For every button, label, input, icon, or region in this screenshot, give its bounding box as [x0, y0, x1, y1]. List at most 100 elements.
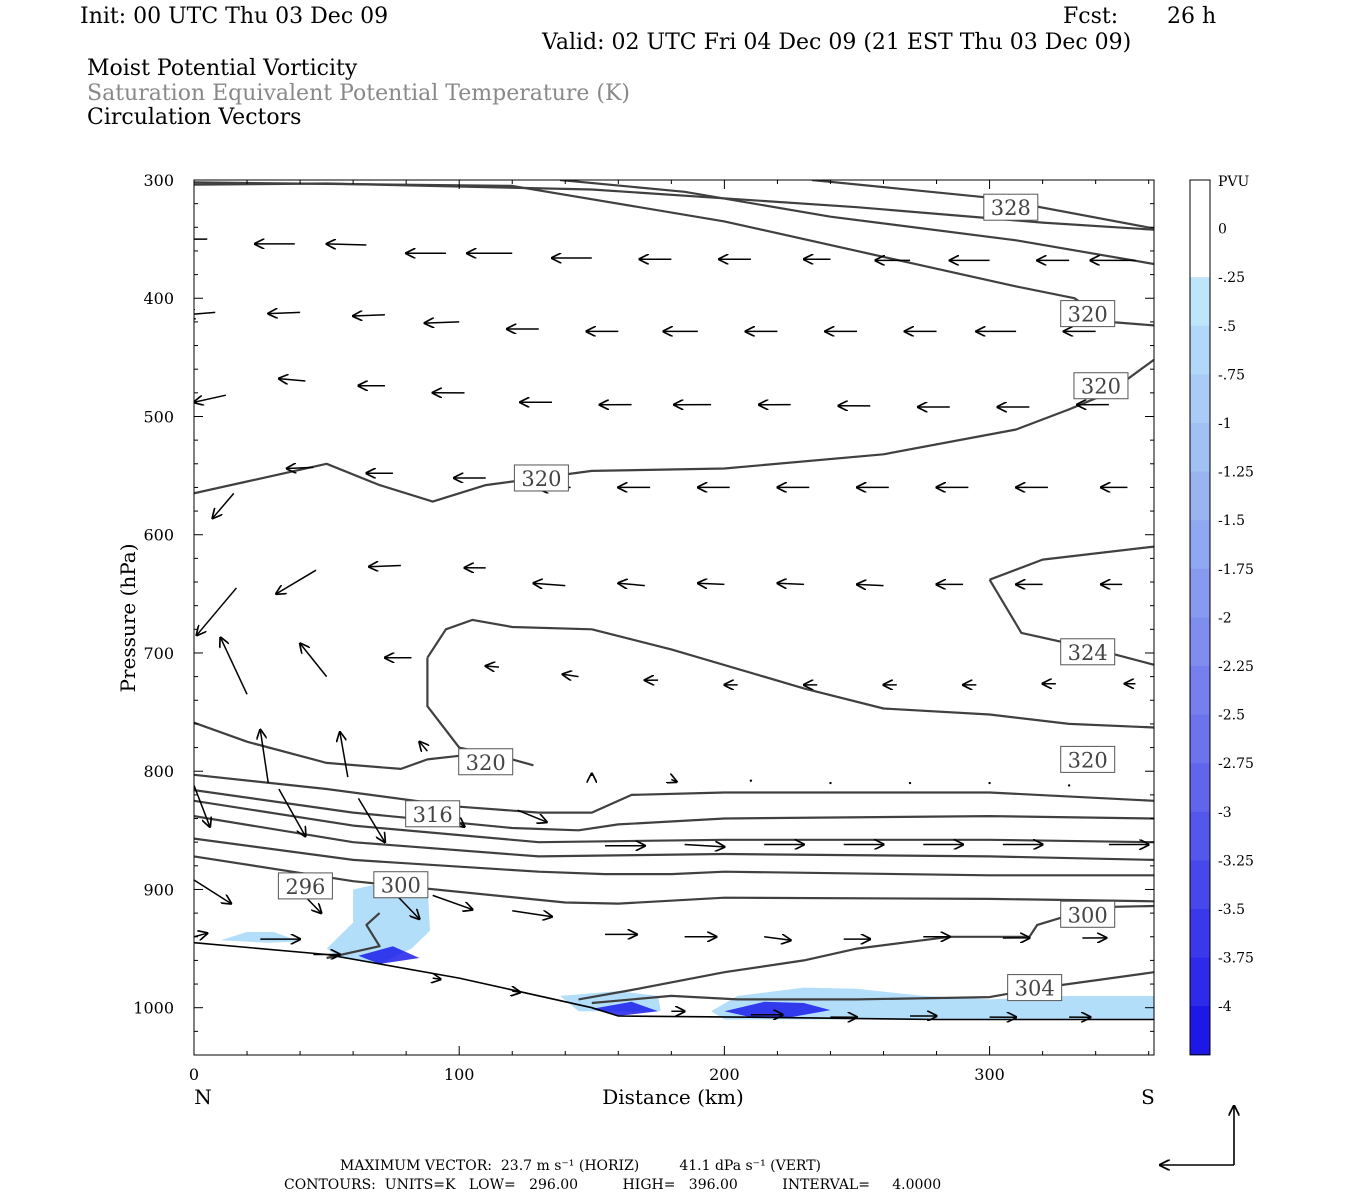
colorbar-swatch — [1190, 714, 1210, 764]
svg-text:320: 320 — [521, 467, 561, 491]
colorbar-label: -3.5 — [1218, 902, 1245, 918]
circulation-vector — [369, 565, 401, 566]
circulation-vector — [276, 569, 317, 594]
reference-vector-icon — [1160, 1106, 1234, 1165]
x-tick-label: 200 — [709, 1065, 740, 1084]
colorbar-swatch — [1190, 277, 1210, 327]
contour-label: 320 — [1060, 300, 1116, 328]
colorbar-swatch — [1190, 666, 1210, 716]
theta-es-contour — [988, 579, 1154, 666]
plot-frame — [193, 179, 1155, 1056]
circulation-vector — [194, 394, 226, 402]
colorbar-swatch — [1190, 1006, 1210, 1056]
circulation-vector — [194, 785, 210, 826]
colorbar-swatch — [1190, 520, 1210, 570]
theta-es-contour — [194, 837, 1154, 877]
circulation-vector — [512, 991, 520, 992]
colorbar-swatch — [1190, 617, 1210, 667]
circulation-vector — [278, 788, 306, 836]
y-tick-label: 600 — [143, 526, 174, 545]
colorbar-swatch — [1190, 180, 1210, 230]
theta-es-contour — [194, 815, 1154, 861]
theta-es-contour — [426, 657, 534, 767]
circulation-vector — [829, 781, 832, 785]
colorbar-swatch — [1190, 763, 1210, 813]
x-tick-label: 100 — [444, 1065, 475, 1084]
colorbar-title: PVU — [1218, 174, 1250, 190]
svg-text:320: 320 — [466, 751, 506, 775]
theta-es-contour — [426, 618, 1154, 729]
colorbar-swatch — [1190, 957, 1210, 1007]
colorbar-swatch — [1190, 423, 1210, 473]
svg-text:320: 320 — [1068, 748, 1108, 772]
mpv-shaded-region — [326, 877, 430, 964]
theta-es-contour — [194, 721, 460, 771]
colorbar-swatch — [1190, 860, 1210, 910]
theta-es-contour — [194, 358, 1154, 503]
colorbar-label: 0 — [1218, 222, 1227, 238]
circulation-vector — [749, 779, 753, 782]
colorbar-label: -1 — [1218, 416, 1232, 432]
x-tick-label: 0 — [189, 1065, 199, 1084]
mpv-shaded-core — [358, 946, 420, 964]
colorbar-label: -2.5 — [1218, 708, 1245, 724]
svg-text:320: 320 — [1081, 375, 1121, 399]
circulation-vector — [300, 644, 328, 678]
circulation-vector — [671, 779, 676, 781]
forecast-hours: 26 h — [1167, 4, 1217, 29]
colorbar-label: -2.75 — [1218, 756, 1254, 772]
colorbar-label: -3.25 — [1218, 853, 1254, 869]
contour-label: 300 — [373, 871, 429, 899]
circulation-vector — [764, 937, 791, 941]
circulation-vector — [194, 312, 216, 314]
colorbar-swatch — [1190, 471, 1210, 521]
circulation-vector — [279, 379, 306, 381]
svg-text:300: 300 — [381, 874, 421, 898]
circulation-vector — [357, 798, 384, 842]
circulation-vector — [698, 583, 725, 584]
circulation-vector — [684, 845, 725, 847]
svg-text:320: 320 — [1068, 303, 1108, 327]
y-tick-label: 500 — [143, 407, 174, 426]
contour-label: 296 — [277, 872, 333, 900]
contour-label: 320 — [1073, 372, 1129, 400]
theta-es-contour — [326, 912, 381, 960]
circulation-vector — [353, 315, 385, 316]
colorbar-label: -2 — [1218, 610, 1232, 626]
contour-label: 320 — [513, 464, 569, 492]
y-tick-label: 800 — [143, 762, 174, 781]
circulation-vector — [432, 894, 473, 909]
x-tick-label: 300 — [974, 1065, 1005, 1084]
svg-text:300: 300 — [1068, 903, 1108, 927]
contour-label: 324 — [1060, 638, 1116, 666]
theta-es-contour — [194, 773, 1154, 814]
contour-label: 300 — [1060, 900, 1116, 928]
circulation-vector — [486, 666, 500, 667]
circulation-vector — [340, 732, 349, 778]
init-time: Init: 00 UTC Thu 03 Dec 09 — [80, 4, 389, 29]
colorbar-label: -.25 — [1218, 270, 1245, 286]
y-tick-label: 400 — [143, 289, 174, 308]
valid-time: Valid: 02 UTC Fri 04 Dec 09 (21 EST Thu … — [542, 30, 1132, 55]
contour-label: 320 — [458, 748, 514, 776]
colorbar-label: -4 — [1218, 999, 1232, 1015]
contour-label: 316 — [405, 800, 461, 828]
circulation-vector — [517, 809, 547, 822]
colorbar-swatch — [1190, 909, 1210, 959]
circulation-vector — [425, 322, 460, 323]
circulation-vector — [194, 879, 231, 904]
contour-label: 320 — [1060, 745, 1116, 773]
circulation-vector — [512, 910, 552, 917]
svg-text:328: 328 — [991, 196, 1031, 220]
y-axis-title: Pressure (hPa) — [116, 544, 140, 693]
contour-label: 304 — [1007, 974, 1063, 1002]
colorbar-swatch — [1190, 374, 1210, 424]
circulation-vector — [908, 781, 912, 785]
colorbar-swatch — [1190, 568, 1210, 618]
field-title-theta-es: Saturation Equivalent Potential Temperat… — [87, 81, 630, 106]
y-tick-label: 1000 — [133, 999, 174, 1018]
svg-text:324: 324 — [1068, 641, 1108, 665]
circulation-vector — [194, 933, 207, 937]
circulation-vector — [287, 467, 314, 468]
